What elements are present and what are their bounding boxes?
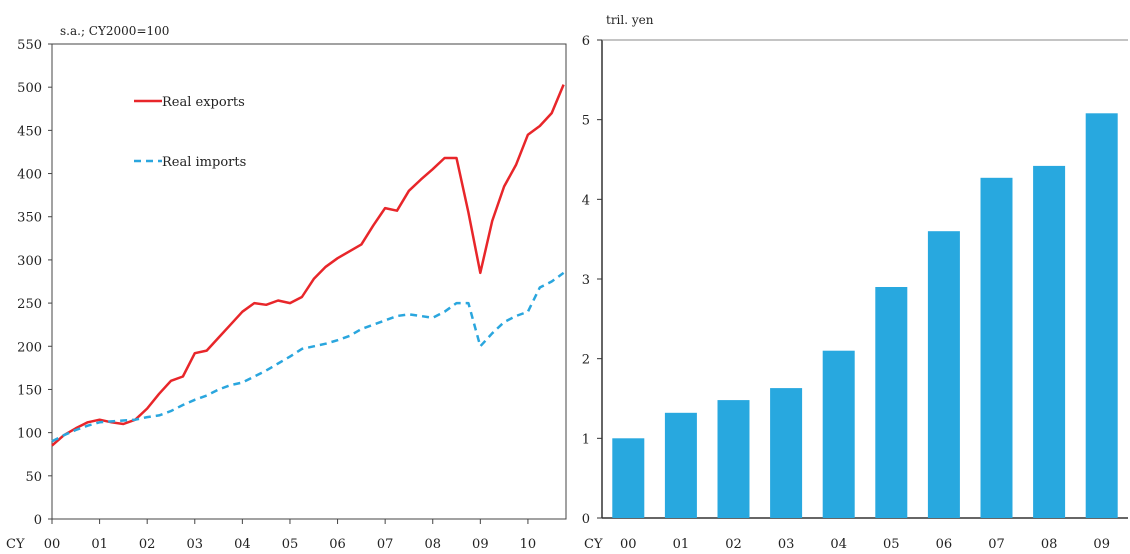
right-x-tick-label: 03 (778, 537, 795, 552)
legend-label-real-imports: Real imports (162, 155, 246, 170)
left-x-tick-label: 08 (424, 537, 441, 552)
series-line-real-exports (51, 84, 565, 447)
right-x-tick-label: 08 (1041, 537, 1058, 552)
left-y-tick-label: 350 (17, 211, 42, 226)
right-x-tick-label: 02 (725, 537, 742, 552)
right-bars (612, 113, 1118, 519)
left-series-lines (51, 84, 565, 447)
left-x-axis: CY 00 01 02 03 04 05 06 07 08 09 10 (6, 519, 536, 552)
bar-06 (927, 231, 960, 518)
right-x-tick-label: 01 (673, 537, 690, 552)
left-y-tick-label: 0 (34, 513, 42, 528)
right-x-axis: CY 00 01 02 03 04 05 06 07 08 09 (584, 537, 1110, 552)
right-y-tick-label: 1 (582, 432, 590, 447)
right-x-tick-label: 06 (936, 537, 953, 552)
left-y-tick-label: 550 (17, 38, 42, 53)
left-y-tick-label: 300 (17, 254, 42, 269)
left-x-tick-label: 02 (139, 537, 156, 552)
bar-03 (770, 388, 803, 518)
bar-01 (664, 412, 697, 518)
left-x-tick-label: 03 (187, 537, 204, 552)
left-y-tick-label: 250 (17, 297, 42, 312)
left-x-tick-label: 06 (329, 537, 346, 552)
right-x-tick-label: 07 (988, 537, 1005, 552)
right-y-axis: 0 1 2 3 4 5 6 (582, 34, 602, 527)
right-y-tick-label: 3 (582, 273, 590, 288)
bar-09 (1085, 113, 1118, 519)
bar-02 (717, 400, 750, 518)
right-y-tick-label: 6 (582, 34, 590, 49)
right-y-tick-label: 2 (582, 353, 590, 368)
series-line-real-imports (51, 271, 565, 443)
left-x-tick-label: 01 (91, 537, 108, 552)
left-y-tick-label: 400 (17, 168, 42, 183)
left-x-tick-label: 09 (472, 537, 489, 552)
right-x-tick-label: 09 (1093, 537, 1110, 552)
bar-05 (875, 287, 908, 518)
right-x-prefix-label: CY (584, 537, 603, 552)
left-x-prefix-label: CY (6, 537, 25, 552)
real-trade-line-chart: s.a.; CY2000=100 05010015020025030035040… (6, 24, 567, 552)
right-x-tick-label: 00 (620, 537, 637, 552)
bar-04 (822, 350, 855, 518)
left-y-tick-label: 100 (17, 427, 42, 442)
left-y-tick-label: 200 (17, 340, 42, 355)
right-y-tick-label: 5 (582, 114, 590, 129)
left-plot-frame (51, 43, 567, 520)
left-x-tick-label: 04 (234, 537, 251, 552)
left-unit-label: s.a.; CY2000=100 (60, 24, 169, 38)
left-y-tick-label: 500 (17, 81, 42, 96)
right-x-tick-label: 04 (830, 537, 847, 552)
bar-00 (612, 438, 645, 518)
right-x-tick-label: 05 (883, 537, 900, 552)
right-y-tick-label: 4 (582, 193, 590, 208)
right-y-tick-label: 0 (582, 512, 590, 527)
bar-08 (1033, 165, 1066, 518)
legend-label-real-exports: Real exports (162, 95, 245, 110)
left-legend: Real exports Real imports (134, 95, 246, 170)
left-y-tick-label: 50 (25, 470, 42, 485)
left-x-tick-label: 07 (377, 537, 394, 552)
right-unit-label: tril. yen (606, 13, 654, 27)
left-x-tick-label: 05 (282, 537, 299, 552)
bar-07 (980, 177, 1013, 519)
left-y-axis: 0 50 100 150 200 250 300 350 400 450 500 550 (17, 38, 52, 528)
left-x-tick-label: 10 (520, 537, 537, 552)
left-x-tick-label: 00 (44, 537, 61, 552)
left-y-tick-label: 150 (17, 383, 42, 398)
left-y-tick-label: 450 (17, 124, 42, 139)
